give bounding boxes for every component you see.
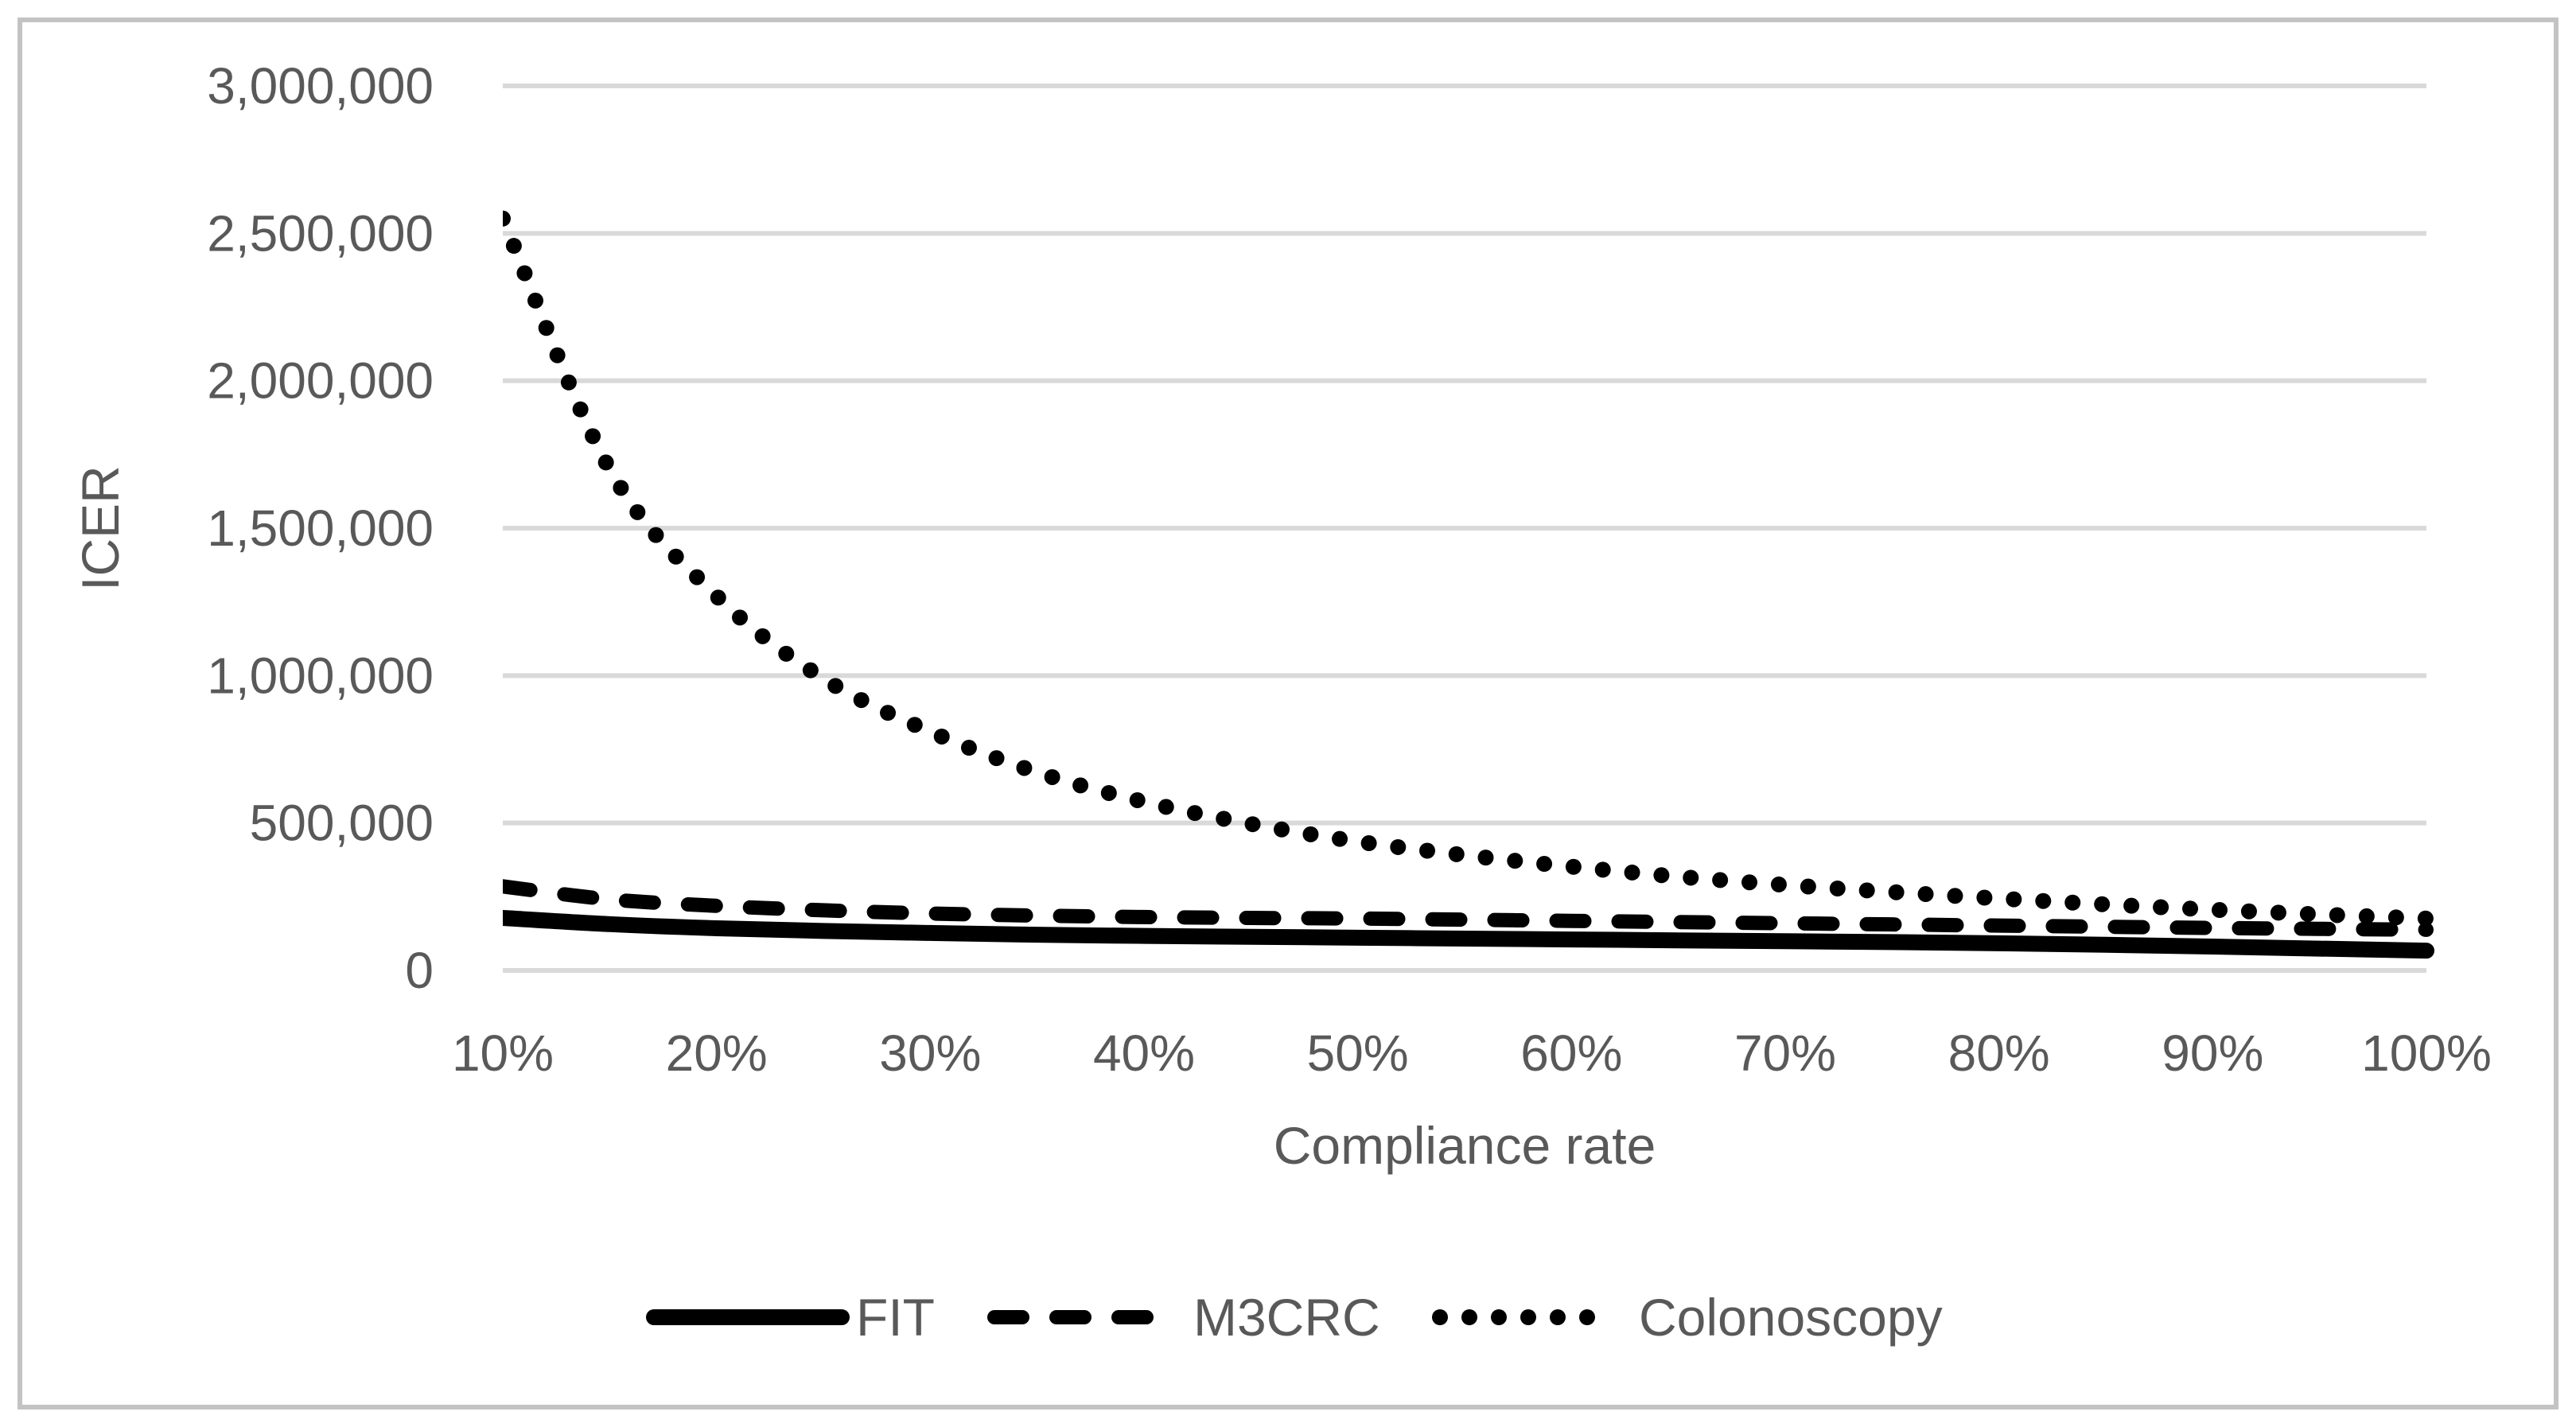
figure-border: [18, 17, 2558, 1410]
x-tick-label: 70%: [1734, 1025, 1836, 1082]
x-tick-label: 100%: [2361, 1025, 2492, 1082]
legend-item-colonoscopy: Colonoscopy: [1432, 1288, 1943, 1347]
x-tick-label: 40%: [1093, 1025, 1195, 1082]
series-line-colonoscopy: [503, 210, 2434, 927]
x-tick-label: 80%: [1948, 1025, 2050, 1082]
series-line-m3crc: [503, 879, 2434, 937]
gridlines: [503, 84, 2426, 973]
series-lines: [503, 210, 2434, 959]
legend-item-fit: FIT: [646, 1288, 935, 1347]
legend-item-m3crc: M3CRC: [987, 1288, 1380, 1347]
legend-label: Colonoscopy: [1639, 1288, 1943, 1347]
y-tick-label: 1,500,000: [207, 500, 434, 557]
y-axis-tick-labels: 0 500,000 1,000,000 1,500,000 2,000,000 2,500…: [207, 57, 434, 999]
x-tick-label: 30%: [879, 1025, 981, 1082]
x-tick-label: 50%: [1307, 1025, 1409, 1082]
legend-label: FIT: [856, 1288, 935, 1347]
x-tick-label: 20%: [666, 1025, 768, 1082]
x-axis-tick-labels: 10% 20% 30% 40% 50% 60% 70% 80% 90% 100%: [452, 1025, 2492, 1082]
legend-label: M3CRC: [1193, 1288, 1380, 1347]
y-axis-title: ICER: [71, 465, 130, 591]
y-tick-label: 2,000,000: [207, 352, 434, 410]
y-tick-label: 3,000,000: [207, 57, 434, 115]
y-tick-label: 1,000,000: [207, 647, 434, 704]
legend: FIT M3CRC Colonoscopy: [646, 1288, 1943, 1347]
y-tick-label: 2,500,000: [207, 204, 434, 262]
series-line-fit: [503, 910, 2434, 959]
x-tick-label: 90%: [2162, 1025, 2263, 1082]
x-tick-label: 60%: [1520, 1025, 1622, 1082]
x-tick-label: 10%: [452, 1025, 554, 1082]
x-axis-title: Compliance rate: [1274, 1116, 1656, 1175]
y-tick-label: 0: [405, 942, 434, 999]
y-tick-label: 500,000: [250, 795, 434, 852]
